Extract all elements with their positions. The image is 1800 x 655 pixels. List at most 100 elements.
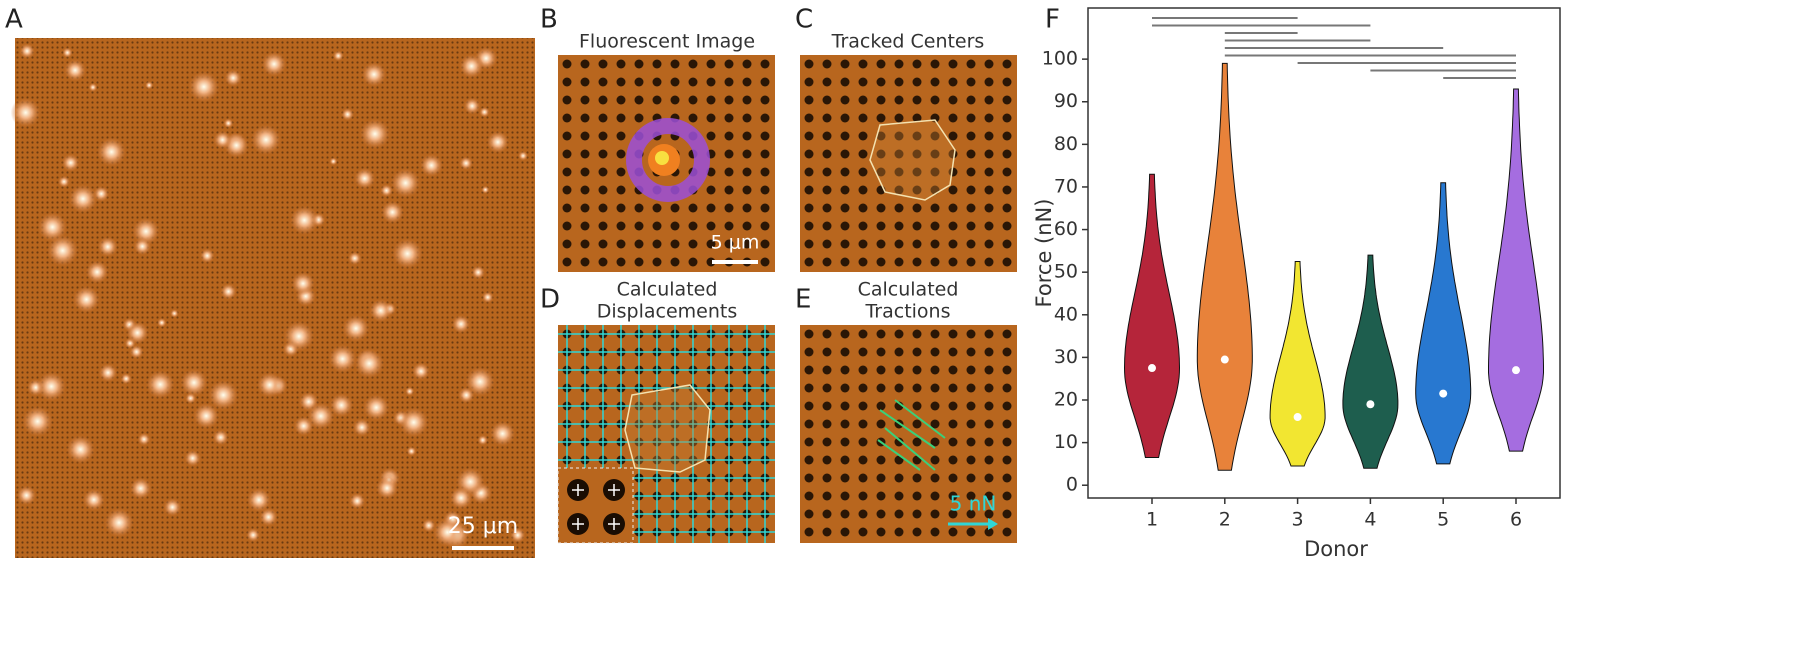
mean-dot [1366, 400, 1375, 409]
cell [359, 118, 391, 150]
cell [510, 527, 526, 543]
panel-title: Fluorescent Image [579, 31, 755, 53]
cell [22, 405, 54, 437]
plot-frame [1087, 7, 1561, 499]
cell [98, 363, 118, 383]
violin [1488, 88, 1544, 452]
cell [481, 291, 494, 304]
panel-letter: E [795, 285, 811, 315]
cell [405, 386, 415, 396]
cell [185, 392, 197, 404]
cell [163, 498, 182, 517]
cell [126, 321, 149, 345]
y-tick-label: 40 [1054, 303, 1078, 325]
y-tick-label: 80 [1054, 133, 1078, 155]
cell [412, 362, 430, 381]
cell [489, 420, 516, 447]
panel-title: Calculated [617, 279, 718, 301]
panel-title: Tracked Centers [831, 31, 985, 53]
cell [341, 107, 355, 121]
cell [449, 486, 473, 510]
micrograph [800, 325, 1017, 543]
cell [307, 402, 335, 430]
cell [129, 344, 144, 359]
cell [180, 368, 208, 397]
cell [199, 248, 215, 264]
inset-crosses [572, 484, 620, 530]
mean-dot [1220, 355, 1229, 364]
cell [406, 446, 417, 457]
cell [129, 477, 152, 500]
cell [157, 318, 167, 328]
x-tick-label: 5 [1437, 509, 1449, 531]
cell [10, 97, 41, 128]
cell [329, 393, 354, 418]
cell [459, 156, 473, 171]
micrograph [800, 55, 1017, 272]
x-tick-label: 3 [1292, 509, 1304, 531]
y-axis-label: Force (nN) [1032, 199, 1056, 308]
y-tick-label: 20 [1054, 389, 1078, 411]
scale-label: 25 μm [448, 514, 518, 539]
cell [419, 153, 443, 177]
cell [463, 97, 481, 115]
cell [380, 200, 404, 224]
cell [259, 507, 278, 527]
cell [459, 53, 484, 79]
cell [223, 118, 234, 129]
cell [329, 157, 338, 166]
cell [422, 518, 436, 533]
cell [145, 369, 175, 399]
cell [375, 476, 399, 500]
cell [398, 407, 429, 438]
cell [96, 137, 127, 167]
cell [250, 124, 282, 156]
cell [256, 371, 283, 398]
mean-dot [1148, 364, 1156, 373]
cell [432, 517, 463, 547]
y-tick-label: 30 [1054, 346, 1078, 368]
mean-dot [1439, 389, 1448, 398]
cell [347, 251, 362, 266]
cell [477, 434, 489, 446]
cell [37, 212, 68, 242]
cell [212, 429, 229, 446]
violin [1123, 173, 1181, 458]
x-tick-label: 6 [1510, 509, 1522, 531]
cell [57, 175, 71, 188]
panel-title: Calculated [858, 279, 959, 301]
cell [62, 47, 73, 58]
traction-arrows [877, 399, 946, 471]
scale-label: 5 μm [711, 232, 760, 254]
panel-letter: D [540, 285, 560, 315]
cell [451, 314, 471, 334]
cell [261, 51, 287, 77]
y-tick-label: 50 [1054, 261, 1078, 283]
cell [332, 50, 344, 62]
y-tick-label: 60 [1054, 218, 1078, 240]
cell [104, 507, 134, 538]
cell-outline [869, 119, 956, 201]
cell [283, 320, 315, 352]
cell [481, 185, 490, 194]
cell [184, 449, 202, 467]
cell [36, 371, 67, 402]
cell-outline [626, 118, 710, 202]
x-tick-label: 2 [1219, 509, 1231, 531]
cell [188, 71, 220, 103]
panel-letter: A [5, 5, 23, 35]
cell [133, 237, 152, 256]
cell [85, 260, 109, 284]
panel-title: Tractions [864, 301, 950, 323]
cell [246, 487, 272, 513]
mean-dot [1512, 366, 1520, 375]
cell [362, 394, 390, 421]
y-tick-label: 70 [1054, 175, 1078, 197]
panel-letter: C [795, 5, 813, 35]
violin [1196, 62, 1253, 471]
cell-core [655, 151, 669, 165]
cell [291, 271, 315, 296]
cell [46, 234, 79, 267]
cell [246, 528, 261, 542]
